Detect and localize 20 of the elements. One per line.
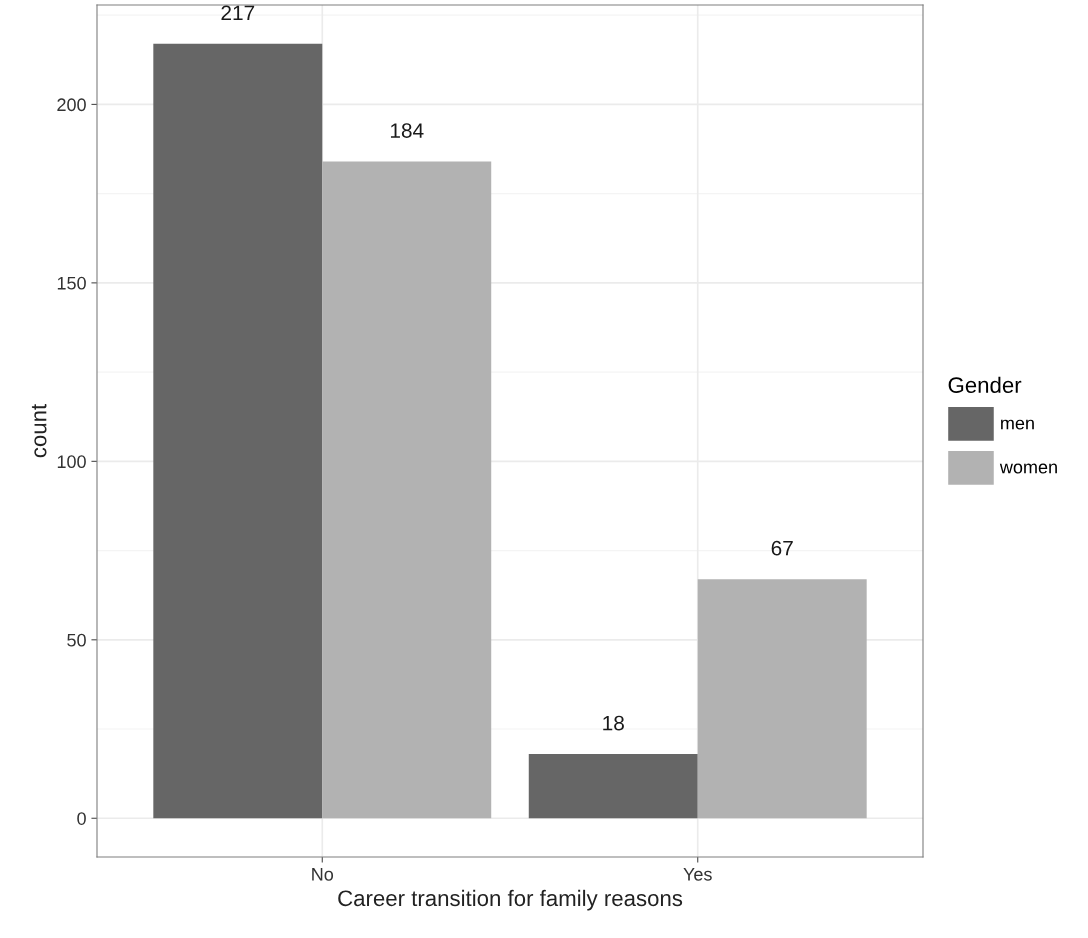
legend-label: men: [1001, 419, 1034, 430]
y-tick-label: 50: [67, 633, 86, 647]
data-label: 184: [390, 123, 424, 138]
y-tick-label: 0: [77, 812, 86, 825]
y-tick-label: 150: [57, 276, 86, 290]
bar: [697, 579, 867, 819]
bar: [322, 161, 492, 819]
y-tick-label: 100: [57, 455, 86, 469]
y-tick-label: 200: [57, 98, 86, 112]
data-label: 217: [221, 5, 255, 20]
x-tick-label: No: [312, 868, 334, 881]
bar: [528, 754, 698, 819]
data-label: 67: [771, 540, 793, 556]
y-axis-title: count: [31, 403, 47, 458]
legend-label: women: [999, 463, 1057, 474]
data-label: 18: [603, 715, 624, 731]
x-axis-title: Career transition for family reasons: [338, 889, 683, 911]
x-tick-label: Yes: [683, 868, 712, 881]
legend-title: Gender: [948, 376, 1022, 393]
bar: [153, 43, 323, 819]
